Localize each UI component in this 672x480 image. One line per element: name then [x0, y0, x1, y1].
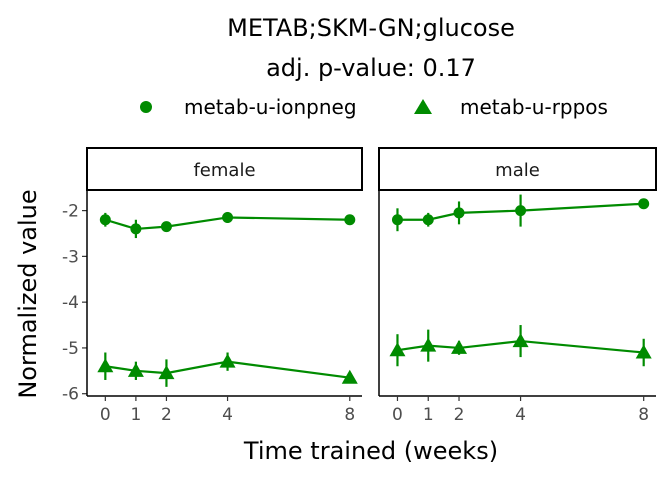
x-tick-label: 0: [392, 405, 403, 425]
point-circle-ionpneg: [515, 205, 527, 217]
x-tick-label: 0: [100, 405, 111, 425]
facet-strip-male: [378, 147, 657, 191]
y-tick-label: -5: [62, 339, 79, 359]
point-circle-ionpneg: [160, 221, 172, 233]
point-circle-ionpneg: [99, 214, 111, 226]
x-tick-label: 4: [222, 405, 233, 425]
point-triangle-rppos: [158, 365, 175, 380]
y-axis-label: Normalized value: [14, 189, 42, 398]
x-tick-label: 8: [638, 405, 649, 425]
y-tick-label: -6: [62, 385, 79, 405]
point-circle-ionpneg: [638, 198, 650, 210]
x-tick-label: 2: [161, 405, 172, 425]
point-circle-ionpneg: [422, 214, 434, 226]
x-tick-label: 4: [515, 405, 526, 425]
point-triangle-rppos: [635, 344, 652, 359]
point-circle-ionpneg: [344, 214, 356, 226]
point-triangle-rppos: [389, 342, 406, 357]
legend-circle-marker: [140, 101, 152, 113]
point-circle-ionpneg: [391, 214, 403, 226]
legend-label-rppos: metab-u-rppos: [460, 95, 608, 119]
point-triangle-rppos: [97, 358, 114, 373]
x-tick-label: 1: [423, 405, 434, 425]
y-tick-label: -2: [62, 202, 79, 222]
legend: metab-u-ionpneg metab-u-rppos: [140, 95, 608, 119]
x-tick-label: 8: [344, 405, 355, 425]
x-axis-label: Time trained (weeks): [243, 437, 498, 465]
chart-title: METAB;SKM-GN;glucose: [227, 14, 515, 42]
point-triangle-rppos: [512, 333, 529, 348]
point-triangle-rppos: [127, 362, 144, 377]
point-triangle-rppos: [219, 353, 236, 368]
y-tick-label: -3: [62, 247, 79, 267]
point-circle-ionpneg: [130, 223, 142, 235]
point-circle-ionpneg: [453, 207, 465, 219]
chart-subtitle: adj. p-value: 0.17: [266, 54, 476, 82]
legend-label-ionpneg: metab-u-ionpneg: [184, 95, 357, 119]
point-circle-ionpneg: [222, 211, 234, 223]
x-tick-label: 2: [454, 405, 465, 425]
y-tick-label: -4: [62, 293, 79, 313]
x-tick-label: 1: [130, 405, 141, 425]
point-triangle-rppos: [451, 339, 468, 354]
point-triangle-rppos: [341, 369, 358, 384]
facet-strip-female: [86, 147, 363, 191]
legend-triangle-marker: [414, 99, 432, 114]
facet-strip-label-female: female: [193, 160, 255, 181]
point-triangle-rppos: [420, 337, 437, 352]
facet-strip-label-male: male: [495, 160, 540, 181]
